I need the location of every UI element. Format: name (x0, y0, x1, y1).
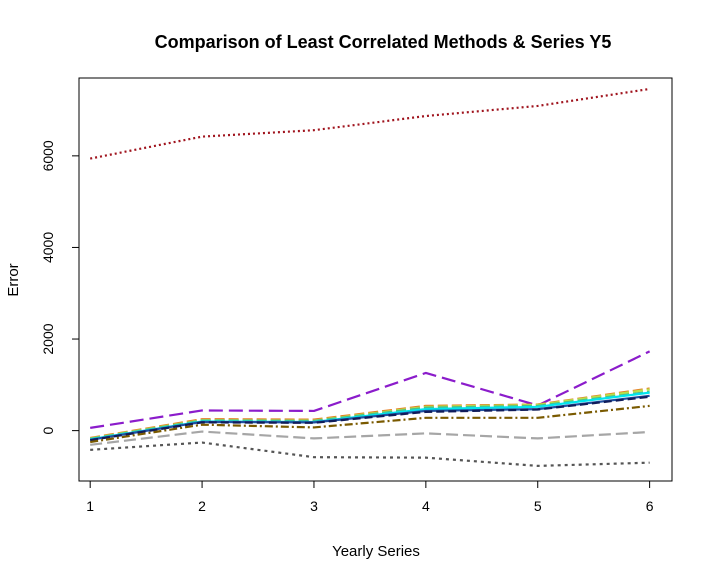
x-axis-label: Yearly Series (332, 543, 420, 560)
series-line-series-11 (90, 441, 650, 467)
series-line-series-2 (90, 350, 651, 429)
x-tick-label: 1 (86, 498, 94, 514)
y-tick-label: 2000 (40, 323, 56, 354)
y-tick-label: 4000 (40, 232, 56, 263)
x-tick-label: 4 (422, 498, 430, 514)
x-tick-label: 2 (198, 498, 206, 514)
x-tick-label: 6 (646, 498, 654, 514)
series-line-series-1 (89, 87, 650, 160)
plot-frame (78, 77, 673, 482)
series-line-series-10 (90, 430, 650, 446)
series-line-series-8 (90, 395, 650, 442)
y-tick-label: 0 (40, 427, 56, 435)
x-tick-label: 5 (534, 498, 542, 514)
y-axis-label: Error (5, 263, 22, 296)
y-axis: 0 2000 4000 6000 (40, 140, 80, 435)
series-line-series-9 (90, 404, 650, 444)
x-tick-label: 3 (310, 498, 318, 514)
series-layer (89, 87, 651, 467)
y-tick-label: 6000 (40, 140, 56, 171)
chart-title: Comparison of Least Correlated Methods &… (155, 32, 612, 52)
x-axis: 1 2 3 4 5 6 (86, 480, 654, 514)
